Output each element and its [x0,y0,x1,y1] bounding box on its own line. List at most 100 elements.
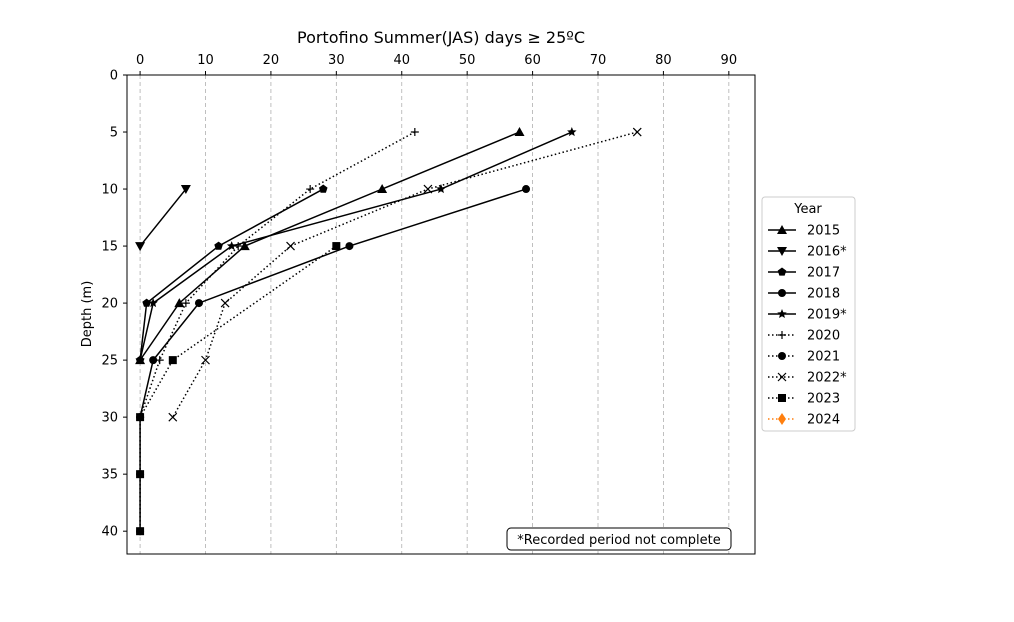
data-point [567,127,577,137]
data-point [194,299,203,308]
data-point [318,184,328,193]
note-text: *Recorded period not complete [517,533,721,548]
data-point [149,356,158,365]
series-line [172,131,638,418]
legend-item: 2019* [768,308,847,323]
x-tick-label: 20 [263,53,280,68]
legend-item: 2017 [768,266,840,281]
x-tick-label: 30 [328,53,345,68]
series-2016-partial [135,185,191,252]
legend-label: 2016* [807,245,847,260]
legend-marker [778,289,786,297]
series-line [139,131,573,361]
data-point [410,128,419,137]
series-line [139,188,324,361]
series-2017 [135,184,328,364]
grid-lines [139,75,730,554]
y-tick-label: 30 [101,411,118,426]
legend-label: 2017 [807,266,840,281]
legend-item: 2020 [768,329,840,344]
series-2023 [136,242,341,536]
legend-label: 2018 [807,287,840,302]
y-tick-label: 25 [101,354,118,369]
legend-label: 2022* [807,371,847,386]
y-tick-label: 0 [110,69,118,84]
legend-label: 2024 [807,413,840,428]
legend-marker [777,267,787,276]
series-2019-partial [135,127,577,365]
data-point [239,241,250,251]
x-tick-label: 70 [590,53,607,68]
note-frame [506,527,732,551]
series-2020 [136,128,419,422]
y-tick-label: 40 [101,525,118,540]
legend-marker [778,394,786,402]
data-point [436,184,446,194]
legend-item: 2022* [768,371,847,386]
data-point [142,298,151,307]
legend-item: 2018 [768,287,840,302]
legend-label: 2019* [807,308,847,323]
data-point [377,184,388,194]
data-point [234,242,243,251]
legend-marker [778,413,786,425]
series-line [139,188,527,532]
x-tick-label: 90 [721,53,738,68]
x-tick-label: 0 [136,53,144,68]
x-tick-label: 10 [197,53,214,68]
x-axis-ticks: 0 10 20 30 40 50 60 70 80 90 [136,53,737,75]
y-tick-label: 10 [101,183,118,198]
legend-title: Year [793,202,822,217]
data-point [345,242,354,251]
series-line [139,131,520,361]
data-point [220,298,230,308]
data-point [168,356,177,365]
legend-label: 2020 [807,329,840,344]
chart-title: Portofino Summer(JAS) days ≥ 25ºC [297,28,585,47]
data-point [332,242,341,251]
data-point [514,127,525,137]
y-tick-label: 20 [101,297,118,312]
y-axis-title: Depth (m) [80,281,95,348]
data-point [306,185,315,194]
legend-item: 2021 [768,350,840,365]
x-tick-label: 50 [459,53,476,68]
data-point [214,241,223,250]
data-point [136,470,145,479]
data-point [168,412,178,422]
plot-series [135,127,642,536]
legend-marker [777,309,787,319]
y-tick-label: 35 [101,468,118,483]
note-box: *Recorded period not complete [506,527,732,551]
plot-frame [126,74,756,555]
legend-label: 2015 [807,224,840,239]
data-point [136,413,145,422]
series-line [139,188,187,247]
data-point [632,127,642,137]
x-tick-label: 60 [524,53,541,68]
data-point [181,299,190,308]
y-tick-label: 15 [101,240,118,255]
legend-marker [778,331,786,339]
data-point [423,184,433,194]
legend-marker [777,225,787,234]
data-point [522,185,531,194]
data-point [201,355,210,365]
series-2015 [135,127,525,365]
series-2018 [136,185,531,536]
y-axis-ticks: 0 5 10 15 20 25 30 35 40 [101,69,127,540]
legend-item: 2016* [768,245,847,260]
y-tick-label: 5 [110,126,118,141]
data-point [148,298,158,308]
data-point [180,185,191,195]
legend-marker [777,372,787,382]
legend-item: 2024 [768,413,840,428]
data-point [174,298,185,308]
data-point [136,527,145,536]
x-tick-label: 40 [393,53,410,68]
legend-label: 2021 [807,350,840,365]
series-line [139,131,416,418]
legend-marker [777,247,787,256]
x-tick-label: 80 [655,53,672,68]
